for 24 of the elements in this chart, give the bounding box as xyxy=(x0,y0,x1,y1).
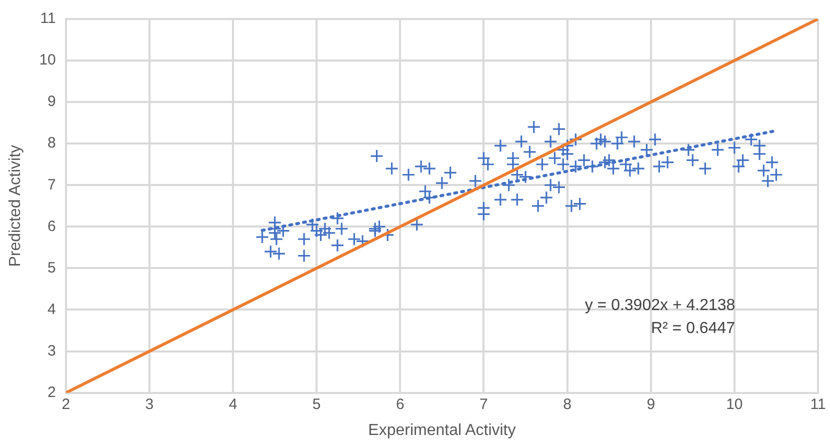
x-tick-label: 8 xyxy=(563,396,572,413)
y-tick-label: 6 xyxy=(48,218,56,235)
x-tick-label: 2 xyxy=(62,396,70,413)
y-tick-label: 3 xyxy=(48,342,56,360)
annotation: R² = 0.6447 xyxy=(650,320,736,338)
x-tick-label: 4 xyxy=(228,396,238,413)
x-tick-label: 5 xyxy=(312,396,321,413)
x-tick-label: 3 xyxy=(145,396,154,413)
y-tick-label: 10 xyxy=(39,52,56,69)
y-tick-label: 5 xyxy=(48,259,56,276)
x-tick-label: 6 xyxy=(396,396,404,413)
y-tick-label: 11 xyxy=(40,10,56,28)
x-tick-label: 7 xyxy=(480,396,488,413)
annotation: y = 0.3902x + 4.2138 xyxy=(584,297,736,314)
x-tick-label: 10 xyxy=(726,396,743,413)
y-tick-label: 7 xyxy=(48,176,56,194)
y-tick-label: 8 xyxy=(48,134,56,152)
x-tick-label: 11 xyxy=(810,396,826,413)
x-axis-title: Experimental Activity xyxy=(368,422,516,439)
y-tick-label: 4 xyxy=(48,300,56,318)
y-tick-label: 9 xyxy=(48,93,56,110)
y-axis-title: Predicted Activity xyxy=(7,144,24,267)
x-tick-label: 9 xyxy=(646,396,656,413)
y-tick-label: 2 xyxy=(48,384,56,401)
